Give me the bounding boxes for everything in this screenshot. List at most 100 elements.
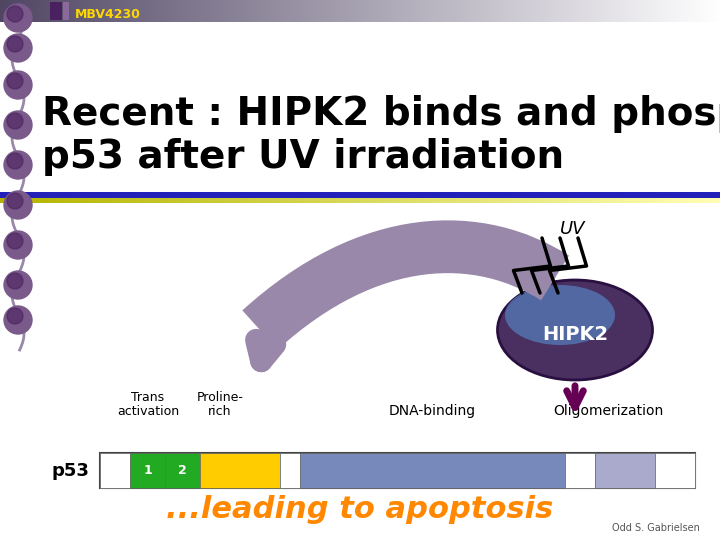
Text: 1: 1: [143, 464, 152, 477]
Bar: [383, 0, 384, 22]
Bar: [302, 0, 303, 22]
Bar: [326, 198, 327, 203]
Bar: [161, 198, 162, 203]
Bar: [199, 198, 200, 203]
Circle shape: [4, 151, 32, 179]
Bar: [642, 0, 643, 22]
Bar: [705, 198, 706, 203]
Bar: [406, 198, 407, 203]
Bar: [660, 0, 661, 22]
Bar: [490, 0, 491, 22]
Bar: [177, 0, 178, 22]
Bar: [388, 0, 389, 22]
Bar: [247, 0, 248, 22]
Bar: [179, 198, 180, 203]
Bar: [529, 0, 530, 22]
Bar: [209, 0, 210, 22]
Bar: [144, 0, 145, 22]
Bar: [641, 198, 642, 203]
Bar: [535, 198, 536, 203]
Bar: [38, 0, 39, 22]
Bar: [81, 0, 82, 22]
Bar: [317, 198, 318, 203]
Bar: [153, 0, 154, 22]
Bar: [488, 198, 489, 203]
Bar: [689, 0, 690, 22]
Bar: [241, 0, 242, 22]
Bar: [564, 198, 565, 203]
Bar: [608, 0, 609, 22]
Bar: [264, 198, 265, 203]
Bar: [397, 198, 398, 203]
Bar: [545, 0, 546, 22]
Bar: [240, 198, 241, 203]
Bar: [586, 0, 587, 22]
Bar: [26, 0, 27, 22]
Bar: [431, 0, 432, 22]
Bar: [76, 0, 77, 22]
Bar: [521, 0, 522, 22]
Bar: [580, 198, 581, 203]
Bar: [641, 0, 642, 22]
Bar: [712, 0, 713, 22]
Bar: [444, 198, 445, 203]
Bar: [239, 198, 240, 203]
Bar: [338, 198, 339, 203]
Bar: [339, 0, 340, 22]
Bar: [457, 0, 458, 22]
Bar: [200, 0, 201, 22]
Bar: [121, 198, 122, 203]
Bar: [644, 0, 645, 22]
Bar: [719, 198, 720, 203]
Circle shape: [7, 233, 23, 249]
Bar: [680, 0, 681, 22]
Bar: [467, 198, 468, 203]
Bar: [697, 198, 698, 203]
Bar: [84, 0, 85, 22]
Bar: [229, 198, 230, 203]
Bar: [154, 0, 155, 22]
Bar: [168, 0, 169, 22]
Bar: [337, 0, 338, 22]
Circle shape: [4, 306, 32, 334]
Bar: [515, 0, 516, 22]
Bar: [246, 0, 247, 22]
Bar: [167, 0, 168, 22]
Bar: [688, 198, 689, 203]
Bar: [578, 198, 579, 203]
Bar: [285, 0, 286, 22]
Bar: [348, 0, 349, 22]
Bar: [571, 0, 572, 22]
Bar: [46, 0, 47, 22]
Bar: [181, 0, 182, 22]
Bar: [522, 0, 523, 22]
Bar: [0, 0, 1, 22]
Bar: [301, 198, 302, 203]
Bar: [638, 198, 639, 203]
Bar: [109, 0, 110, 22]
Bar: [82, 198, 83, 203]
Bar: [104, 198, 105, 203]
Bar: [365, 0, 366, 22]
Bar: [205, 198, 206, 203]
Bar: [466, 0, 467, 22]
Bar: [364, 0, 365, 22]
Bar: [557, 198, 558, 203]
Text: Trans
activation: Trans activation: [117, 391, 179, 418]
Bar: [265, 0, 266, 22]
Bar: [385, 198, 386, 203]
Bar: [268, 0, 269, 22]
Bar: [498, 0, 499, 22]
Bar: [479, 0, 480, 22]
Bar: [74, 0, 75, 22]
Bar: [286, 0, 287, 22]
Bar: [175, 0, 176, 22]
Bar: [570, 198, 571, 203]
Bar: [255, 198, 256, 203]
Bar: [458, 198, 459, 203]
Bar: [322, 0, 323, 22]
Bar: [58, 198, 59, 203]
Bar: [309, 198, 310, 203]
Bar: [48, 0, 49, 22]
Bar: [270, 0, 271, 22]
